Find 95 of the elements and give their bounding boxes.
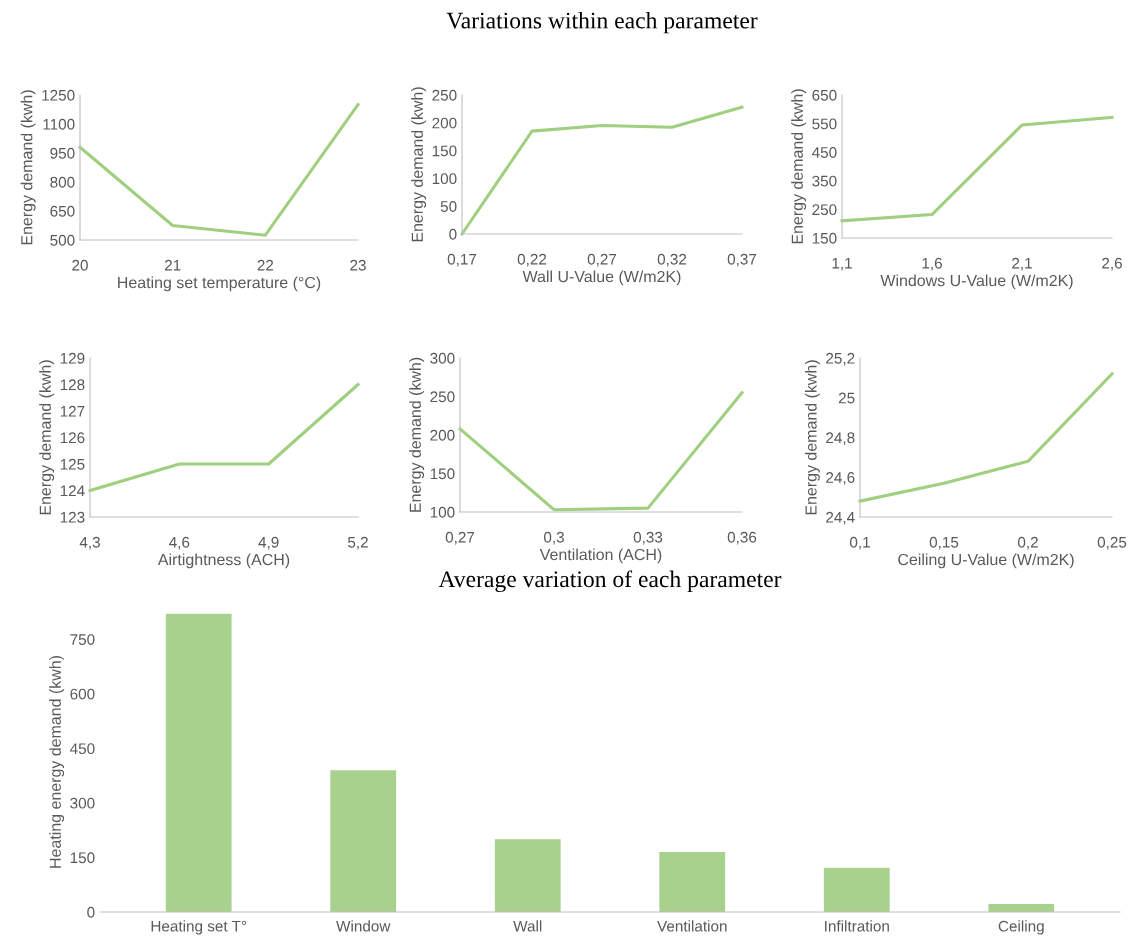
y-tick-label: 25,2 (826, 352, 855, 366)
bar (165, 613, 232, 912)
x-tick-label: 0,15 (929, 536, 959, 550)
chart-title: Variations within each parameter (446, 11, 758, 34)
y-tick-label: 250 (432, 89, 457, 101)
y-tick-label: 123 (60, 511, 85, 523)
y-tick-label: 24,4 (826, 511, 855, 525)
x-axis-title: Airtightness (ACH) (157, 553, 290, 569)
x-tick-label: Window (336, 920, 391, 932)
x-axis-title: Ventilation (ACH) (539, 548, 662, 564)
y-axis-title: Heating energy demand (kwh) (49, 656, 65, 868)
y-tick-label: 650 (812, 89, 837, 101)
x-tick-label: 0,36 (727, 531, 757, 545)
x-tick-label: 0,27 (445, 531, 475, 545)
x-tick-label: Ceiling (998, 920, 1044, 935)
x-tick-label: 23 (350, 259, 366, 271)
x-tick-label: 0,3 (543, 531, 564, 545)
y-tick-label: 0 (449, 228, 457, 240)
x-tick-label: Heating set T° (151, 920, 247, 935)
y-tick-label: 100 (432, 173, 457, 185)
line-series (840, 115, 1114, 223)
y-tick-label: 550 (812, 118, 837, 130)
x-tick-label: 0,32 (657, 253, 687, 267)
y-axis-title: Energy demand (kwh) (39, 360, 55, 515)
y-tick-label: 129 (60, 352, 85, 364)
y-tick-label: 200 (430, 429, 455, 441)
y-axis-title: Energy demand (kwh) (804, 360, 820, 515)
x-tick-label: 0,33 (633, 531, 663, 545)
bar (823, 867, 890, 912)
x-axis-title: Ceiling U-Value (W/m2K) (898, 553, 1074, 569)
line-series (78, 103, 360, 237)
x-tick-label: 0,22 (517, 253, 547, 267)
line-series (858, 372, 1114, 503)
bar (494, 839, 561, 912)
y-tick-label: 1250 (42, 89, 75, 101)
x-tick-label: 22 (257, 259, 274, 271)
y-tick-label: 150 (432, 145, 457, 157)
x-tick-label: 20 (72, 259, 88, 271)
x-tick-label: 5,2 (347, 536, 368, 550)
y-axis-title: Energy demand (kwh) (409, 357, 425, 512)
y-tick-label: 128 (60, 379, 85, 391)
x-tick-label: 2,1 (1012, 257, 1032, 271)
x-axis-title: Heating set temperature (°C) (118, 276, 321, 292)
y-tick-label: 1100 (43, 118, 75, 130)
y-tick-label: 650 (50, 205, 75, 217)
y-tick-label: 127 (60, 405, 85, 417)
x-tick-label: 0,25 (1097, 536, 1127, 550)
bar (330, 770, 397, 912)
x-tick-label: 1,6 (922, 257, 942, 271)
y-tick-label: 950 (50, 147, 75, 159)
chart-title: Average variation of each parameter (438, 570, 782, 593)
y-axis-title: Energy demand (kwh) (791, 89, 807, 244)
y-tick-label: 300 (70, 797, 95, 809)
y-axis-title: Energy demand (kwh) (411, 87, 427, 242)
y-tick-label: 24,6 (826, 472, 855, 485)
x-tick-label: Ventilation (657, 920, 727, 932)
x-tick-label: 0,1 (849, 536, 870, 550)
bar (659, 852, 726, 912)
y-tick-label: 150 (70, 852, 95, 864)
y-tick-label: 800 (50, 176, 75, 188)
y-tick-label: 0 (87, 906, 95, 918)
x-tick-label: 4,6 (169, 536, 190, 550)
y-tick-label: 200 (432, 117, 457, 129)
y-tick-label: 500 (50, 234, 75, 246)
y-tick-label: 50 (440, 201, 457, 212)
x-tick-label: 21 (164, 259, 181, 271)
y-tick-label: 125 (60, 458, 85, 470)
y-tick-label: 350 (812, 175, 837, 187)
x-tick-label: 0,2 (1017, 536, 1038, 550)
y-tick-label: 300 (430, 352, 455, 364)
y-tick-label: 25 (838, 392, 855, 404)
y-tick-label: 24,8 (826, 432, 855, 445)
x-tick-label: 2,6 (1102, 257, 1122, 271)
y-axis-title: Energy demand (kwh) (20, 90, 36, 245)
y-tick-label: 600 (70, 688, 95, 700)
y-tick-label: 450 (70, 743, 95, 755)
x-tick-label: 0,27 (587, 253, 617, 267)
y-tick-label: 750 (70, 634, 95, 645)
x-tick-label: Infiltration (825, 920, 889, 932)
y-tick-label: 124 (60, 485, 85, 497)
x-tick-label: 1,1 (832, 258, 852, 271)
x-tick-label: 0,37 (727, 253, 757, 267)
x-tick-label: Wall (513, 920, 542, 932)
y-tick-label: 126 (60, 432, 85, 444)
y-tick-label: 100 (430, 506, 455, 518)
x-tick-label: 0,17 (447, 253, 477, 267)
y-tick-label: 150 (812, 232, 837, 244)
y-tick-label: 450 (812, 147, 837, 158)
x-tick-label: 4,3 (79, 536, 100, 550)
y-tick-label: 250 (430, 391, 455, 403)
x-axis-title: Wall U-Value (W/m2K) (522, 270, 681, 286)
x-tick-label: 4,9 (258, 536, 279, 550)
x-axis-title: Windows U-Value (W/m2K) (880, 274, 1073, 290)
y-tick-label: 250 (812, 204, 837, 216)
y-tick-label: 150 (430, 468, 455, 480)
